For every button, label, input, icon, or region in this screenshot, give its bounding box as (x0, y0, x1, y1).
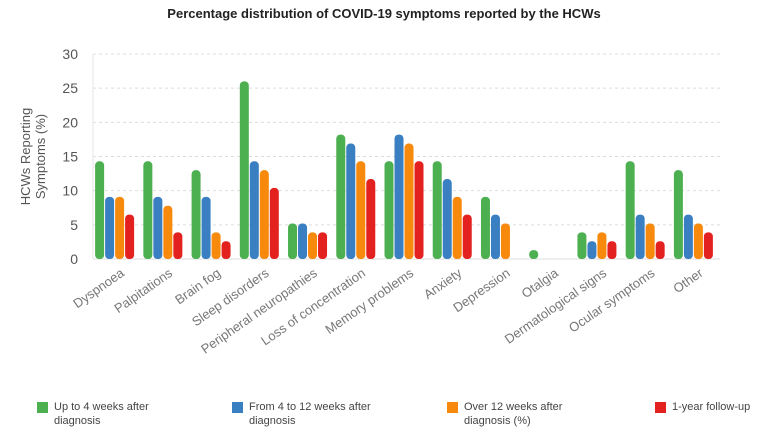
bar-3-2 (221, 241, 231, 259)
bar-3-12 (703, 232, 713, 259)
bar-1-10 (587, 241, 597, 259)
legend-label: 1-year follow-up (672, 401, 751, 413)
y-axis-label: HCWs ReportingSymptoms (%) (18, 108, 48, 206)
bar-3-10 (607, 241, 617, 259)
bar-3-1 (173, 232, 183, 259)
legend-label: Over 12 weeks after diagnosis (%) (464, 401, 563, 427)
x-tick-label: Ocular symptoms (566, 265, 658, 336)
bar-3-11 (655, 241, 665, 259)
bar-2-1 (163, 205, 173, 259)
legend-item[interactable]: From 4 to 12 weeks after diagnosis (232, 400, 392, 428)
bar-2-12 (693, 223, 703, 259)
legend-item[interactable]: 1-year follow-up (655, 400, 765, 414)
bar-2-11 (645, 223, 655, 259)
bar-1-0 (105, 196, 115, 259)
y-tick-label: 0 (70, 251, 78, 267)
bar-0-0 (95, 161, 105, 259)
bar-1-12 (683, 214, 693, 259)
chart-title: Percentage distribution of COVID-19 symp… (167, 6, 601, 21)
bar-3-0 (125, 214, 135, 259)
bar-3-6 (414, 161, 424, 259)
x-tick-label: Memory problems (322, 265, 416, 337)
bar-0-3 (239, 81, 249, 259)
legend-swatch (232, 402, 243, 413)
bar-0-12 (673, 170, 683, 259)
bar-2-2 (211, 232, 221, 259)
legend-swatch (37, 402, 48, 413)
y-tick-label: 5 (70, 217, 78, 233)
bar-3-4 (318, 232, 328, 259)
bar-3-3 (269, 187, 279, 259)
bar-2-7 (452, 196, 462, 259)
bar-1-8 (490, 214, 500, 259)
legend-item[interactable]: Over 12 weeks after diagnosis (%) (447, 400, 587, 428)
legend-label: Up to 4 weeks after diagnosis (54, 401, 149, 427)
bar-1-3 (249, 161, 259, 259)
y-tick-label: 10 (62, 183, 78, 199)
bar-3-7 (462, 214, 472, 259)
bar-0-4 (288, 223, 298, 259)
bar-2-10 (597, 232, 607, 259)
y-tick-label: 30 (62, 46, 78, 62)
bar-3-5 (366, 179, 376, 259)
y-tick-label: 20 (62, 114, 78, 130)
legend-label: From 4 to 12 weeks after diagnosis (249, 401, 371, 427)
bar-0-10 (577, 232, 587, 259)
bar-2-8 (500, 223, 510, 259)
x-tick-label: Other (670, 265, 706, 296)
bar-2-4 (308, 232, 318, 259)
bar-1-4 (298, 223, 308, 259)
legend-swatch (655, 402, 666, 413)
bar-2-6 (404, 143, 414, 259)
y-tick-label: 25 (62, 80, 78, 96)
legend-item[interactable]: Up to 4 weeks after diagnosis (37, 400, 187, 428)
bar-0-7 (432, 161, 442, 259)
y-tick-label: 15 (62, 149, 78, 165)
bar-1-5 (346, 143, 356, 259)
bar-1-2 (201, 196, 211, 259)
legend-swatch (447, 402, 458, 413)
bar-0-9 (529, 250, 539, 259)
bar-2-5 (356, 161, 366, 259)
bar-1-11 (635, 214, 645, 259)
bar-1-7 (442, 179, 452, 259)
x-tick-label: Otalgia (519, 265, 562, 301)
bar-0-1 (143, 161, 153, 259)
bar-1-1 (153, 196, 163, 259)
bar-0-6 (384, 161, 394, 259)
bar-1-6 (394, 134, 404, 259)
bar-2-3 (259, 170, 269, 259)
bar-0-5 (336, 134, 346, 259)
bar-0-2 (191, 170, 201, 259)
bar-0-8 (480, 196, 490, 259)
bar-2-0 (115, 196, 125, 259)
bar-0-11 (625, 161, 635, 259)
